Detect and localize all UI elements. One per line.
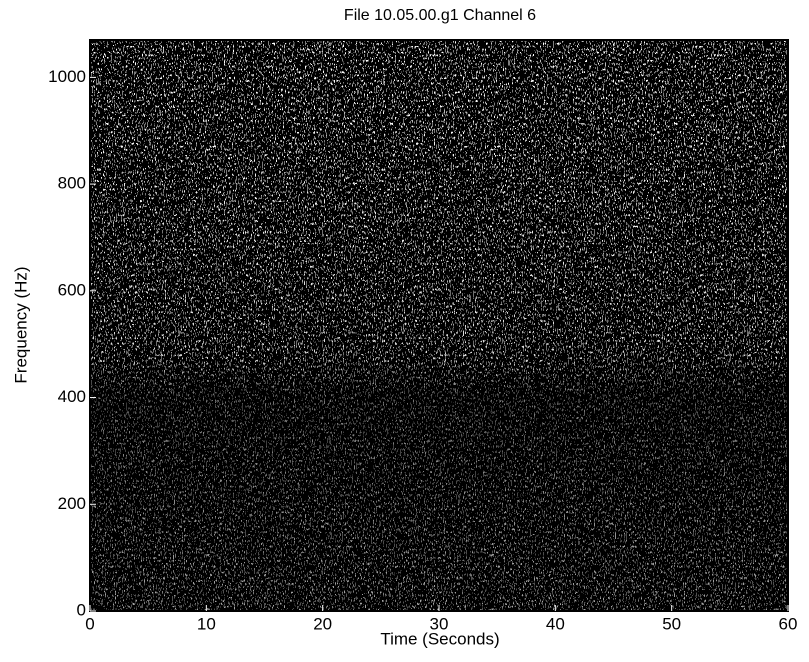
y-tick-label: 200: [58, 494, 86, 513]
x-tick-label: 40: [546, 614, 565, 633]
chart-title: File 10.05.00.g1 Channel 6: [344, 7, 536, 24]
intensity-shade: [90, 40, 788, 611]
y-axis-label: Frequency (Hz): [11, 266, 30, 383]
x-tick-label: 60: [779, 614, 798, 633]
y-tick-label: 0: [77, 600, 86, 619]
x-tick-label: 30: [430, 614, 449, 633]
x-tick-label: 0: [85, 614, 94, 633]
x-axis-label: Time (Seconds): [380, 629, 499, 648]
y-tick-label: 1000: [48, 67, 86, 86]
spectrogram-image: [89, 39, 789, 612]
x-tick-label: 50: [662, 614, 681, 633]
y-tick-label: 400: [58, 387, 86, 406]
y-tick-label: 800: [58, 174, 86, 193]
x-tick-label: 20: [313, 614, 332, 633]
y-tick-label: 600: [58, 280, 86, 299]
x-tick-label: 10: [197, 614, 216, 633]
